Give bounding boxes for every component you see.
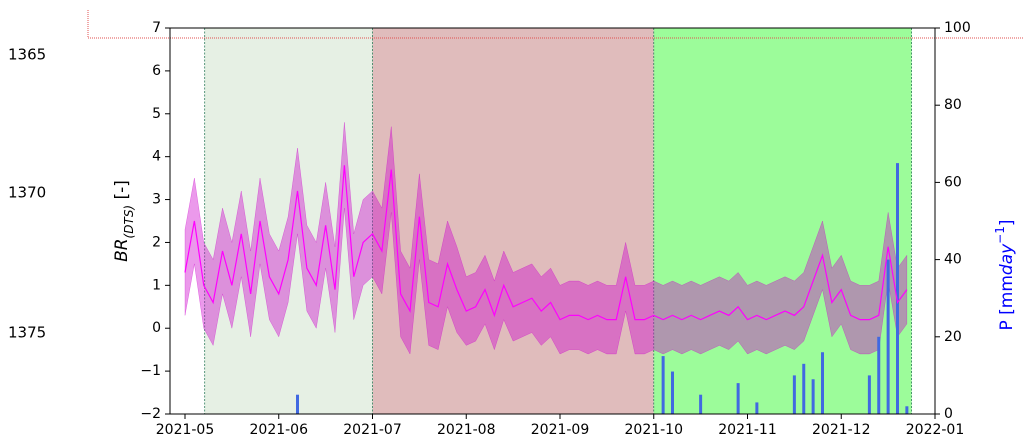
- line-number: 1365: [8, 46, 46, 64]
- precipitation-bar: [821, 352, 824, 414]
- plot-layer: −2 −1 0 1 2 3 4 5 6 7 0 20 40 60 80 100 2021-05 2021-06 20…: [140, 20, 970, 438]
- period-shade: [204, 28, 373, 414]
- y-tick-label: 6: [152, 63, 161, 79]
- y-tick-label: 1: [152, 277, 161, 293]
- uncertainty-band: [184, 122, 908, 355]
- y-tick-label: 0: [152, 320, 161, 336]
- precipitation-bar: [699, 394, 703, 414]
- precipitation-bar: [792, 375, 796, 414]
- background-layer: [204, 28, 912, 414]
- y2-tick-label: 20: [944, 329, 962, 345]
- period-shade: [653, 28, 912, 414]
- y2-tick-label: 60: [944, 174, 962, 190]
- precipitation-bar: [661, 356, 665, 414]
- precipitation-bar: [877, 336, 881, 414]
- precipitation-bar: [867, 375, 871, 414]
- precipitation-bar: [896, 163, 899, 414]
- x-tick-label: 2021-09: [531, 422, 590, 438]
- y2-tick-label: 40: [944, 252, 962, 268]
- y-tick-label: 2: [152, 234, 161, 250]
- y2-axis-label: P [mmday−1]: [993, 219, 1018, 330]
- y-tick-label: 3: [152, 192, 161, 208]
- x-tick-label: 2021-07: [343, 422, 402, 438]
- y2-tick-label: 80: [944, 97, 962, 113]
- y-tick-label: 5: [152, 106, 161, 122]
- precipitation-bar: [736, 383, 740, 414]
- x-tick-label: 2021-05: [156, 422, 215, 438]
- line-number: 1370: [8, 184, 46, 202]
- precipitation-bar: [905, 406, 909, 414]
- axes-frame: [169, 27, 936, 415]
- precipitation-bar: [296, 394, 299, 414]
- x-tick-label: 2021-06: [250, 422, 309, 438]
- y-tick-label: −1: [140, 363, 161, 379]
- y2-tick-label: 0: [944, 406, 953, 422]
- precipitation-bar: [886, 259, 890, 414]
- y-tick-label: 7: [152, 20, 161, 36]
- x-tick-label: 2021-12: [812, 422, 871, 438]
- precipitation-bar: [811, 379, 815, 414]
- x-tick-label: 2021-08: [437, 422, 496, 438]
- precipitation-bar: [755, 402, 759, 414]
- precipitation-bar: [802, 363, 806, 414]
- precipitation-bar: [671, 371, 674, 414]
- br-line: [184, 165, 908, 321]
- y2-tick-label: 100: [944, 20, 971, 36]
- y-tick-label: −2: [140, 406, 161, 422]
- x-tick-label: 2021-10: [625, 422, 684, 438]
- x-tick-label: 2022-01: [906, 422, 965, 438]
- line-number: 1375: [8, 324, 46, 342]
- y-axis-label: BR(DTS) [-]: [112, 180, 136, 262]
- y-tick-label: 4: [152, 149, 161, 165]
- x-tick-label: 2021-11: [718, 422, 777, 438]
